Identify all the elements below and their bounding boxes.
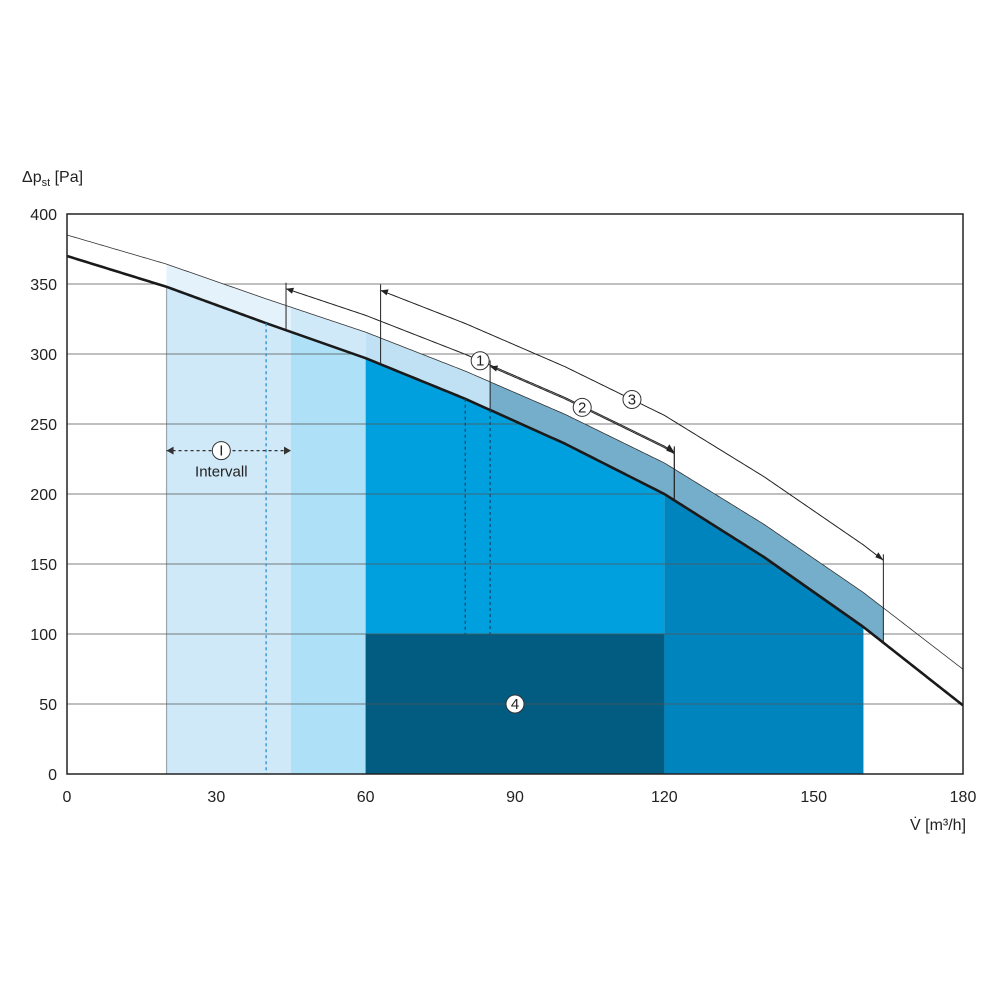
performance-curve <box>66 254 964 707</box>
intervall-text: Intervall <box>195 464 248 481</box>
y-tick-50: 50 <box>39 697 57 714</box>
y-axis-label-symbol: Δp <box>22 169 42 186</box>
y-tick-400: 400 <box>30 207 57 224</box>
annotation-1-arrow-start <box>286 287 295 294</box>
intervall-arrow-start <box>166 446 174 455</box>
annotation-2-arrow-start <box>490 365 499 372</box>
annotation-3-arrow-end <box>875 552 884 561</box>
y-tick-200: 200 <box>30 487 57 504</box>
x-tick-150: 150 <box>800 789 827 806</box>
x-tick-30: 30 <box>207 789 225 806</box>
curve-layer <box>66 254 964 707</box>
tolerance-bands <box>66 234 964 670</box>
intervall-arrow-end <box>284 446 291 455</box>
y-axis-label: Δpst [Pa] <box>22 169 83 189</box>
region-2 <box>291 331 366 774</box>
annotation-2-arrow-end <box>666 445 675 454</box>
annotation-1-label: 1 <box>476 353 484 370</box>
y-axis-label-subscript: st <box>42 177 51 189</box>
intervall-label: I <box>219 443 223 460</box>
annotation-3-circle <box>622 389 642 409</box>
y-tick-150: 150 <box>30 557 57 574</box>
x-axis-label: V̇ [m³/h] <box>910 816 966 834</box>
annotation-3-arrow-start <box>380 289 389 296</box>
plot-frame <box>66 213 964 775</box>
intervall-circle <box>211 441 231 461</box>
annotations: 1 2 3 4 I Intervall <box>166 282 884 774</box>
annotation-3-label: 3 <box>628 391 636 408</box>
y-tick-300: 300 <box>30 347 57 364</box>
x-tick-0: 0 <box>63 789 72 806</box>
x-tick-120: 120 <box>651 789 678 806</box>
y-tick-100: 100 <box>30 627 57 644</box>
annotation-4-circle <box>505 694 525 714</box>
y-tick-350: 350 <box>30 277 57 294</box>
region-1 <box>166 286 291 774</box>
x-tick-90: 90 <box>506 789 524 806</box>
x-tick-60: 60 <box>357 789 375 806</box>
y-tick-0: 0 <box>48 767 57 784</box>
tick-labels: 0 50 100 150 200 250 300 350 400 0 30 60 90 120 150 180 <box>30 207 976 806</box>
band-segment-4 <box>490 381 884 643</box>
band-segment-1 <box>166 264 291 332</box>
y-tick-250: 250 <box>30 417 57 434</box>
annotation-1-circle <box>470 351 490 371</box>
annotation-2-circle <box>572 397 592 417</box>
band-segment-2 <box>291 307 366 359</box>
annotation-4-label: 4 <box>511 696 519 713</box>
grid-lines <box>67 283 963 705</box>
band-segment-0 <box>67 235 167 287</box>
band-upper-edge <box>66 234 964 670</box>
x-tick-180: 180 <box>950 789 977 806</box>
y-axis-label-unit: [Pa] <box>50 169 83 186</box>
annotation-2-label: 2 <box>578 399 586 416</box>
